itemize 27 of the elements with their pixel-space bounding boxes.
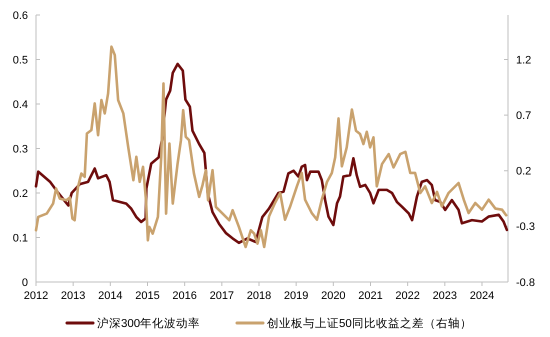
- x-tick-label: 2013: [60, 290, 86, 302]
- x-tick-label: 2012: [24, 290, 48, 302]
- x-tick-label: 2022: [395, 290, 420, 302]
- legend-label: 沪深300年化波动率: [97, 316, 200, 330]
- y-tick-label: 0.4: [12, 98, 28, 111]
- y-tick-label: 0.1: [12, 232, 28, 244]
- x-tick-label: 2018: [246, 290, 272, 302]
- y2-tick-label: -0.3: [516, 221, 535, 234]
- y-tick-label: 0.2: [12, 188, 28, 200]
- legend-label: 创业板与上证50同比收益之差（右轴）: [267, 316, 472, 330]
- x-tick-label: 2016: [172, 290, 197, 302]
- x-tick-label: 2024: [470, 290, 494, 302]
- y2-tick-label: 0.7: [516, 110, 532, 122]
- x-tick-label: 2015: [135, 290, 160, 302]
- y2-tick-label: -0.8: [516, 276, 535, 289]
- y2-tick-label: 1.2: [516, 54, 532, 66]
- y-tick-label: 0.3: [12, 143, 28, 156]
- y-tick-label: 0.5: [12, 54, 28, 66]
- x-tick-label: 2019: [284, 290, 308, 302]
- y-tick-label: 0: [22, 276, 28, 289]
- y-tick-label: 0.6: [12, 10, 28, 22]
- x-tick-label: 2017: [210, 290, 234, 302]
- x-tick-label: 2020: [321, 290, 346, 302]
- x-tick-label: 2014: [98, 290, 123, 302]
- y2-tick-label: 0.2: [516, 166, 532, 178]
- x-tick-label: 2023: [432, 290, 458, 302]
- x-tick-label: 2021: [358, 290, 383, 302]
